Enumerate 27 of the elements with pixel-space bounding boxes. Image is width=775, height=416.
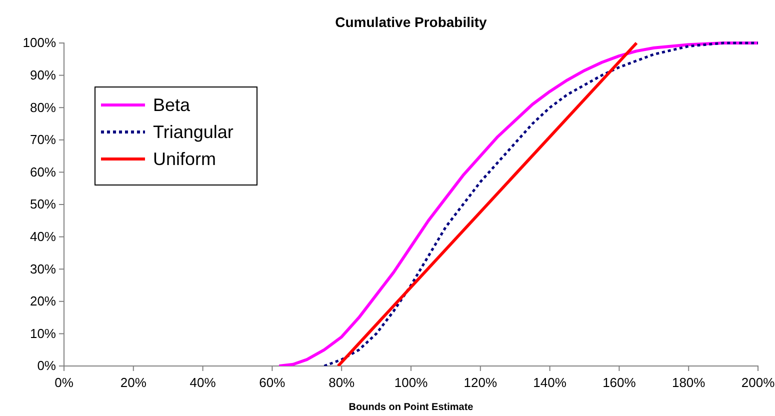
y-tick-label: 100% bbox=[22, 35, 56, 50]
x-tick-label: 0% bbox=[54, 375, 74, 390]
y-tick-label: 0% bbox=[37, 358, 56, 374]
y-tick-label: 70% bbox=[30, 132, 56, 148]
x-tick-label: 200% bbox=[741, 375, 775, 390]
y-tick-label: 90% bbox=[30, 67, 56, 82]
x-tick-label: 20% bbox=[120, 375, 147, 390]
y-tick-label: 60% bbox=[30, 164, 56, 180]
y-tick-label: 40% bbox=[30, 228, 56, 244]
legend-label: Triangular bbox=[153, 122, 234, 142]
legend-label: Beta bbox=[153, 95, 192, 115]
x-axis-title: Bounds on Point Estimate bbox=[348, 402, 474, 413]
y-tick-label: 80% bbox=[30, 100, 56, 115]
x-tick-label: 120% bbox=[464, 375, 498, 390]
y-tick-label: 50% bbox=[30, 196, 56, 212]
x-tick-label: 40% bbox=[190, 375, 216, 390]
legend-label: Uniform bbox=[153, 149, 216, 169]
y-tick-label: 20% bbox=[30, 294, 56, 309]
y-tick-label: 10% bbox=[30, 326, 56, 341]
y-tick-label: 30% bbox=[30, 261, 56, 276]
x-tick-label: 160% bbox=[602, 375, 636, 390]
x-tick-label: 140% bbox=[533, 375, 567, 390]
x-tick-label: 80% bbox=[328, 375, 356, 390]
x-tick-label: 100% bbox=[394, 375, 428, 390]
chart-title: Cumulative Probability bbox=[335, 14, 488, 30]
x-tick-label: 60% bbox=[259, 375, 286, 390]
x-tick-label: 180% bbox=[672, 375, 706, 390]
